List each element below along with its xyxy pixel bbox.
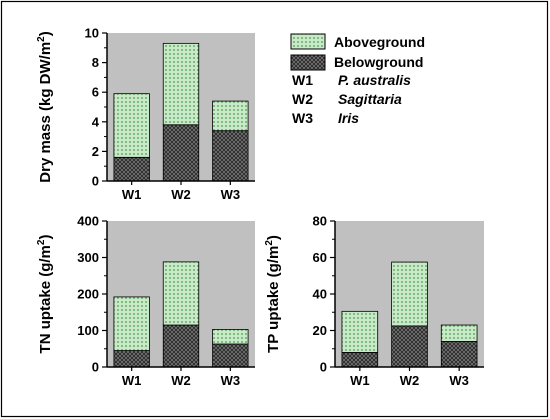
y-tick-label: 0 <box>92 174 99 189</box>
y-tick-label: 80 <box>313 214 327 229</box>
legend-code-w1: W1 <box>292 72 313 88</box>
y-tick-label: 8 <box>92 55 99 70</box>
y-tick-label: 2 <box>92 144 99 159</box>
y-axis-label-tail: ) <box>37 235 54 240</box>
bar-belowground-w1 <box>341 351 379 368</box>
y-tick-label: 0 <box>92 360 99 375</box>
y-tick-label: 400 <box>77 214 99 229</box>
x-tick-label-w1: W1 <box>122 187 142 202</box>
tp-uptake-panel: W1 W2 W3 0 20 40 60 80 TP uptake (g/m2) <box>264 214 484 388</box>
bar-belowground-w2 <box>162 124 200 182</box>
y-tick-label: 4 <box>92 114 100 129</box>
y-axis-label: TP uptake (g/m2) <box>264 235 282 353</box>
legend-label-belowground: Belowground <box>334 54 423 70</box>
y-axis-label: TN uptake (g/m2) <box>36 235 54 354</box>
bar-aboveground-w3 <box>440 324 478 342</box>
y-tick-label: 40 <box>313 287 327 302</box>
y-tick-label: 200 <box>77 287 99 302</box>
y-axis-label-superscript: 2 <box>36 36 47 42</box>
x-tick-label-w3: W3 <box>221 187 241 202</box>
y-tick-label: 300 <box>77 250 99 265</box>
y-axis-label-superscript: 2 <box>264 240 275 246</box>
legend-species-w2: Sagittaria <box>338 91 402 107</box>
x-tick-label-w1: W1 <box>122 373 142 388</box>
bar-belowground-w3 <box>212 343 249 368</box>
y-axis-label-main: TP uptake (g/m <box>265 246 282 353</box>
x-tick-label-w1: W1 <box>350 373 370 388</box>
x-tick-label-w2: W2 <box>400 373 420 388</box>
legend: Aboveground Belowground W1 P. australis … <box>290 33 425 126</box>
y-tick-label: 10 <box>85 26 99 41</box>
bar-aboveground-w1 <box>113 296 150 351</box>
y-tick-label: 0 <box>320 360 327 375</box>
bar-belowground-w2 <box>162 324 200 368</box>
x-tick-label-w3: W3 <box>449 373 469 388</box>
bar-aboveground-w3 <box>212 328 249 345</box>
y-tick-label: 6 <box>92 85 99 100</box>
legend-species-w1: P. australis <box>338 72 411 88</box>
legend-swatch-aboveground <box>290 33 326 50</box>
legend-swatch-belowground <box>290 54 326 71</box>
x-tick-label-w3: W3 <box>221 373 241 388</box>
y-axis-label: Dry mass (kg DW/m2) <box>36 31 54 182</box>
y-axis-label-main: Dry mass (kg DW/m <box>37 42 54 183</box>
bar-aboveground-w2 <box>162 42 200 126</box>
y-axis-label-superscript: 2 <box>36 239 47 245</box>
legend-species-w3: Iris <box>338 110 359 126</box>
bar-belowground-w1 <box>113 350 150 368</box>
x-tick-label-w2: W2 <box>171 187 191 202</box>
bar-belowground-w2 <box>391 325 428 368</box>
y-axis-label-tail: ) <box>37 31 54 36</box>
bar-belowground-w3 <box>212 130 249 182</box>
y-axis-label-tail: ) <box>265 235 282 240</box>
legend-label-aboveground: Aboveground <box>334 34 425 50</box>
bar-aboveground-w1 <box>341 310 379 353</box>
y-tick-label: 60 <box>313 250 327 265</box>
bar-aboveground-w1 <box>113 93 150 158</box>
bar-aboveground-w2 <box>391 261 428 327</box>
y-tick-label: 100 <box>77 323 99 338</box>
bar-belowground-w1 <box>113 156 150 182</box>
x-tick-label-w2: W2 <box>171 373 191 388</box>
y-axis-label-main: TN uptake (g/m <box>37 245 54 353</box>
legend-code-w2: W2 <box>292 91 313 107</box>
bar-aboveground-w3 <box>212 100 249 132</box>
bar-belowground-w3 <box>440 341 478 368</box>
tn-uptake-panel: W1 W2 W3 0 100 200 300 400 TN uptake (g/m2) <box>36 214 255 388</box>
y-tick-label: 20 <box>313 323 327 338</box>
bar-aboveground-w2 <box>162 261 200 326</box>
legend-code-w3: W3 <box>292 110 313 126</box>
